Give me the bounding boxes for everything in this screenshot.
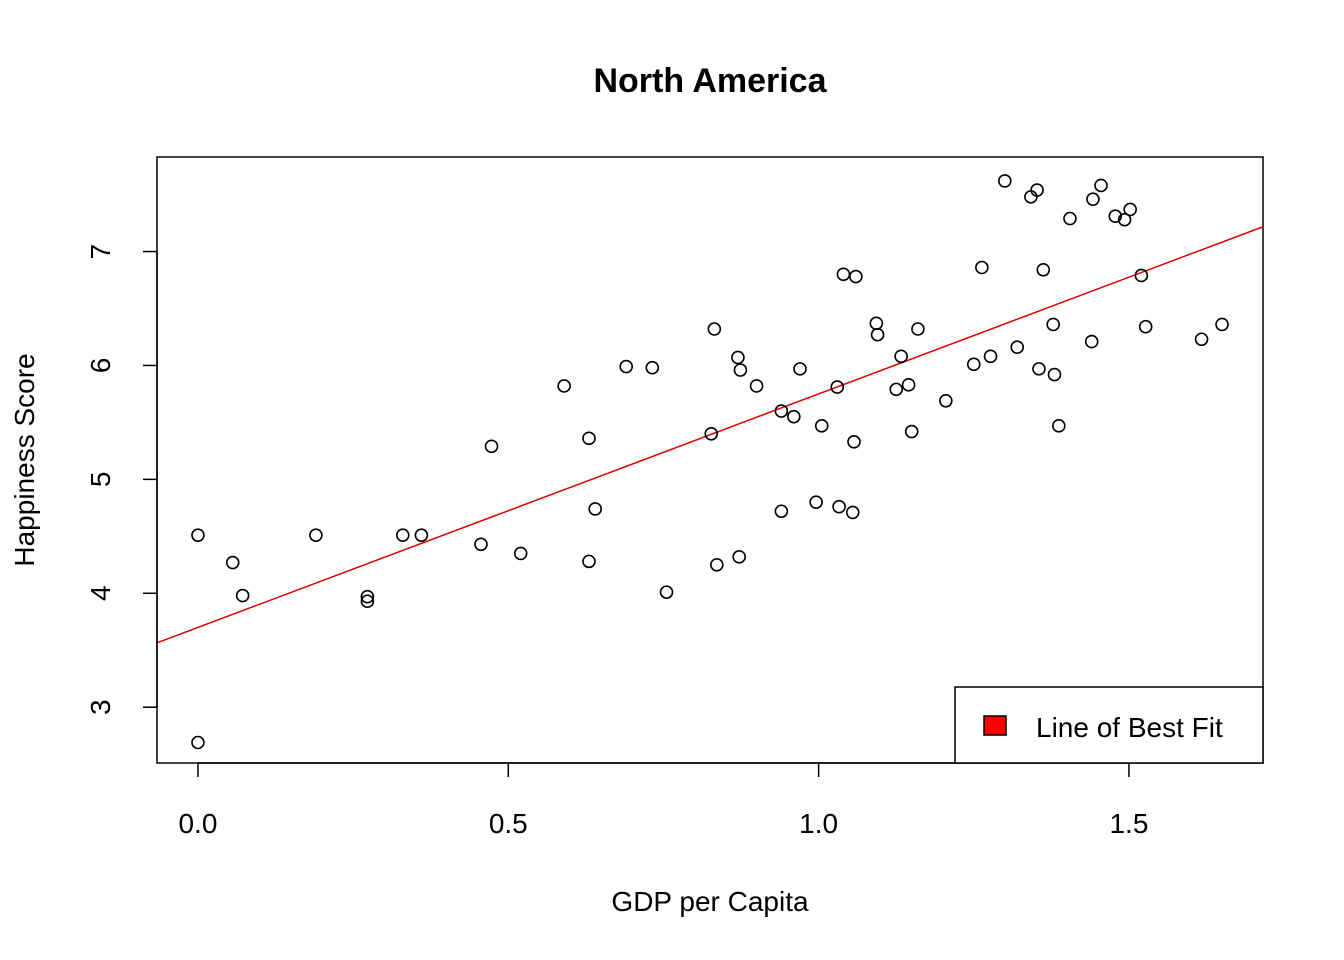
plot-frame: [156, 156, 1264, 764]
data-point: [814, 419, 829, 433]
data-point: [474, 537, 488, 552]
data-point: [845, 505, 860, 520]
data-point: [710, 557, 724, 572]
data-point: [1134, 268, 1149, 283]
data-point: [998, 174, 1012, 188]
chart-title: North America: [593, 62, 827, 100]
data-point: [1215, 317, 1229, 332]
data-point: [774, 504, 789, 519]
data-point: [659, 585, 674, 599]
data-point: [707, 322, 722, 336]
data-point: [588, 502, 602, 516]
data-point: [830, 380, 845, 394]
x-tick-label: 1.5: [1109, 808, 1148, 839]
data-point: [733, 363, 748, 377]
data-point: [1123, 202, 1137, 217]
y-tick-label: 7: [85, 244, 116, 260]
data-point: [619, 359, 634, 374]
data-point: [1032, 362, 1046, 376]
x-tick-label: 0.0: [178, 808, 217, 839]
data-point: [732, 550, 746, 564]
data-point: [1063, 211, 1077, 226]
data-point: [513, 546, 528, 561]
data-point: [225, 555, 240, 570]
data-point: [557, 379, 571, 393]
data-point: [911, 322, 925, 336]
data-point: [836, 267, 851, 282]
data-point: [309, 528, 323, 542]
data-point: [1047, 367, 1062, 382]
data-point: [395, 528, 410, 542]
data-point: [1046, 317, 1061, 332]
data-point: [869, 316, 884, 331]
data-point: [870, 327, 885, 342]
fit-line: [156, 226, 1264, 644]
x-axis-label: GDP per Capita: [611, 886, 809, 917]
data-point: [849, 269, 863, 284]
data-point: [966, 357, 981, 372]
y-tick-label: 3: [85, 699, 116, 715]
data-point: [360, 589, 375, 604]
data-point: [793, 362, 807, 376]
legend-label: Line of Best Fit: [1036, 712, 1223, 743]
data-point: [894, 349, 908, 364]
data-point: [235, 588, 250, 603]
legend: Line of Best Fit: [954, 686, 1264, 764]
data-point: [1194, 332, 1209, 347]
data-point: [809, 495, 823, 509]
data-point: [901, 378, 916, 392]
x-tick-label: 0.5: [489, 808, 528, 839]
data-point: [582, 554, 596, 569]
data-point: [939, 393, 953, 408]
data-point: [749, 379, 764, 393]
data-point: [847, 434, 861, 449]
data-point: [983, 349, 998, 364]
data-point: [1138, 319, 1153, 334]
data-point: [191, 528, 205, 542]
data-point: [1036, 262, 1051, 277]
data-point: [975, 260, 989, 275]
data-point: [484, 439, 499, 454]
data-point: [904, 424, 919, 439]
y-tick-label: 4: [85, 585, 116, 601]
data-point: [832, 499, 846, 514]
y-tick-label: 5: [85, 472, 116, 488]
data-point: [414, 528, 429, 542]
data-point: [191, 735, 205, 750]
data-point: [774, 404, 789, 418]
data-point: [582, 431, 596, 446]
x-tick-label: 1.0: [799, 808, 838, 839]
data-point: [1108, 209, 1123, 224]
data-point: [1117, 212, 1132, 227]
data-point: [1086, 192, 1100, 206]
data-point: [1084, 334, 1099, 349]
y-tick-label: 6: [85, 358, 116, 374]
data-point: [704, 427, 719, 441]
data-point: [889, 382, 903, 397]
data-point: [786, 409, 801, 424]
data-point: [1052, 419, 1066, 433]
data-point: [1010, 340, 1025, 355]
data-point: [645, 360, 660, 375]
data-point: [731, 350, 745, 365]
y-axis-label: Happiness Score: [9, 353, 40, 566]
legend-swatch: [983, 715, 1007, 736]
data-point: [360, 594, 375, 609]
data-point: [1030, 183, 1044, 197]
data-point: [1094, 178, 1108, 193]
